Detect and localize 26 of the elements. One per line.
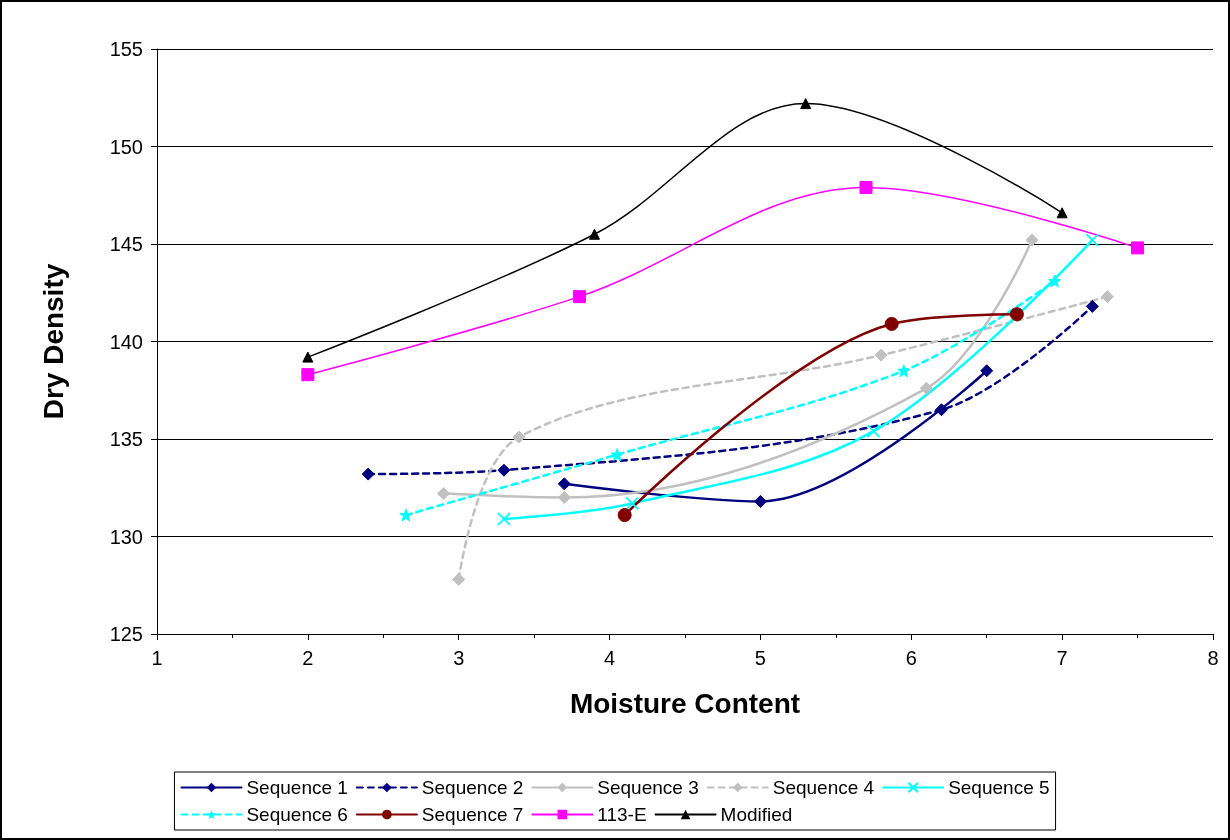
- legend-label: Sequence 1: [246, 777, 348, 798]
- legend-label: Modified: [720, 804, 793, 825]
- legend-label: Sequence 5: [948, 777, 1050, 798]
- legend-label: Sequence 6: [246, 804, 348, 825]
- x-tick-label: 3: [453, 647, 465, 669]
- x-axis-title: Moisture Content: [569, 687, 801, 719]
- y-tick-label: 140: [109, 330, 143, 353]
- legend-label: Sequence 4: [772, 777, 875, 798]
- x-tick-label: 4: [604, 647, 616, 669]
- y-tick-label: 130: [109, 525, 143, 548]
- legend-label: 113-E: [597, 804, 647, 825]
- legend-label: Sequence 3: [597, 777, 699, 798]
- x-tick-label: 7: [1056, 647, 1068, 669]
- y-tick-label: 135: [109, 428, 143, 450]
- x-tick-label: 6: [905, 647, 917, 669]
- y-tick-label: 125: [109, 623, 143, 645]
- y-tick-label: 155: [109, 38, 143, 60]
- legend-label: Sequence 2: [421, 777, 524, 798]
- x-tick-label: 5: [754, 647, 766, 669]
- x-tick-label: 1: [151, 647, 163, 669]
- x-tick-label: 2: [302, 647, 314, 669]
- y-tick-label: 145: [109, 233, 143, 255]
- y-tick-label: 150: [109, 135, 143, 158]
- x-tick-label: 8: [1207, 647, 1219, 669]
- y-axis-title: Dry Density: [37, 263, 69, 420]
- legend-label: Sequence 7: [421, 804, 524, 825]
